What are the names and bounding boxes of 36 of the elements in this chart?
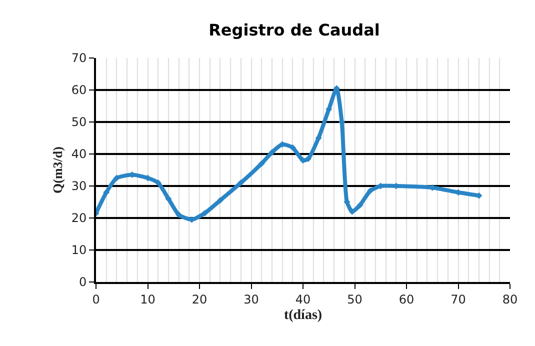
point xyxy=(201,210,208,216)
x-tick-label: 30 xyxy=(244,292,259,306)
x-tick-label: 80 xyxy=(502,292,518,306)
x-tick-label: 40 xyxy=(295,292,311,306)
y-tick-label: 70 xyxy=(71,51,87,66)
point xyxy=(356,202,364,208)
point xyxy=(348,208,356,215)
point xyxy=(315,134,322,142)
x-tick-label: 0 xyxy=(92,292,100,306)
y-tick-label: 60 xyxy=(71,83,87,98)
point xyxy=(154,180,162,186)
x-tick-label: 20 xyxy=(192,292,208,306)
x-tick-label: 50 xyxy=(347,292,362,306)
x-tick-label: 60 xyxy=(398,292,414,306)
x-tick-label: 70 xyxy=(450,292,466,306)
y-tick-label: 0 xyxy=(78,275,87,290)
point xyxy=(268,149,276,156)
point xyxy=(304,156,312,162)
point xyxy=(238,180,244,186)
point xyxy=(165,196,172,202)
x-axis-title: t(días) xyxy=(284,308,322,324)
point xyxy=(258,160,265,167)
point xyxy=(113,174,120,182)
y-tick-label: 20 xyxy=(71,211,87,226)
point xyxy=(103,189,110,196)
chart-title: Registro de Caudal xyxy=(208,20,380,40)
point xyxy=(367,188,374,194)
y-tick-label: 50 xyxy=(71,115,87,130)
y-tick-label: 40 xyxy=(71,147,87,162)
point xyxy=(216,197,224,204)
x-tick-label: 10 xyxy=(140,292,156,306)
point xyxy=(289,144,296,151)
point xyxy=(176,212,182,218)
y-tick-label: 10 xyxy=(71,243,87,258)
y-tick-label: 30 xyxy=(71,179,87,194)
y-axis-title: Q(m3/d) xyxy=(50,146,65,194)
